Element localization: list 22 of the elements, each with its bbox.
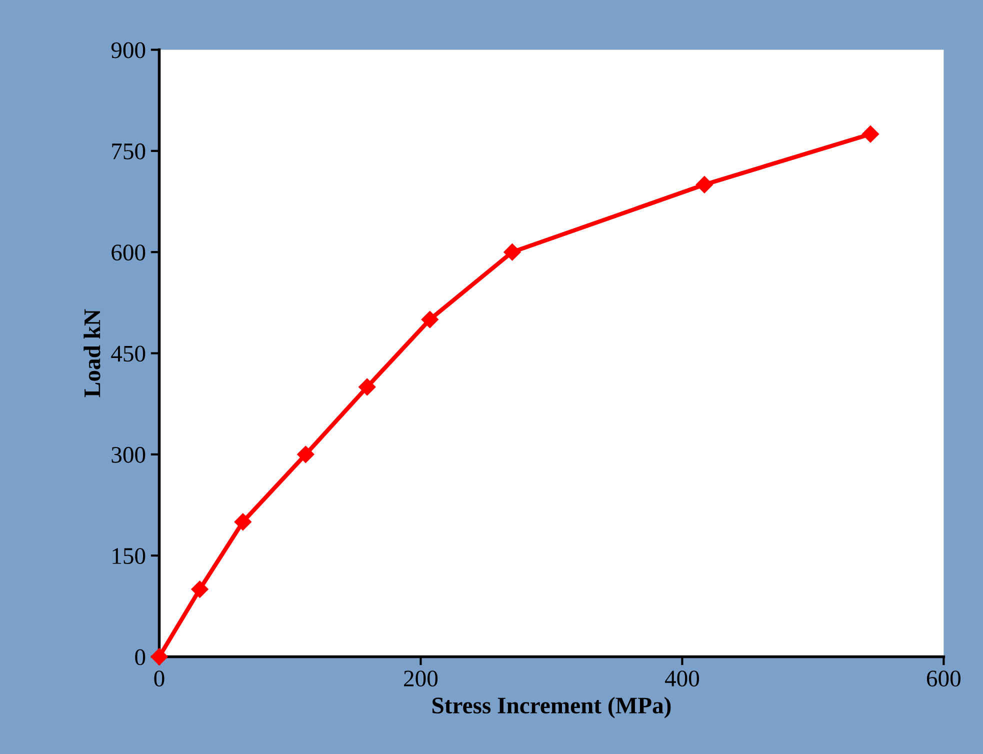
point xyxy=(504,244,521,261)
point xyxy=(696,176,713,194)
y-tick-label: 0 xyxy=(135,649,146,666)
x-tick-label: 200 xyxy=(404,670,438,687)
y-tick-label: 900 xyxy=(111,42,146,58)
y-tick-label: 300 xyxy=(112,446,146,463)
y-tick-label: 750 xyxy=(112,143,146,160)
x-tick-label: 0 xyxy=(154,670,164,687)
y-tick-label: 450 xyxy=(111,346,146,362)
point xyxy=(150,648,168,666)
x-tick-label: 600 xyxy=(926,670,960,687)
y-axis-title: Load kN xyxy=(84,309,100,398)
y-tick-label: 150 xyxy=(112,548,146,564)
point xyxy=(234,513,252,530)
point xyxy=(862,126,880,143)
x-axis-title: Stress Increment (MPa) xyxy=(432,696,671,718)
y-tick-label: 600 xyxy=(112,244,146,261)
x-tick-label: 400 xyxy=(664,670,700,687)
point xyxy=(421,310,438,328)
point xyxy=(358,378,376,396)
point xyxy=(297,446,314,463)
point xyxy=(191,580,208,598)
